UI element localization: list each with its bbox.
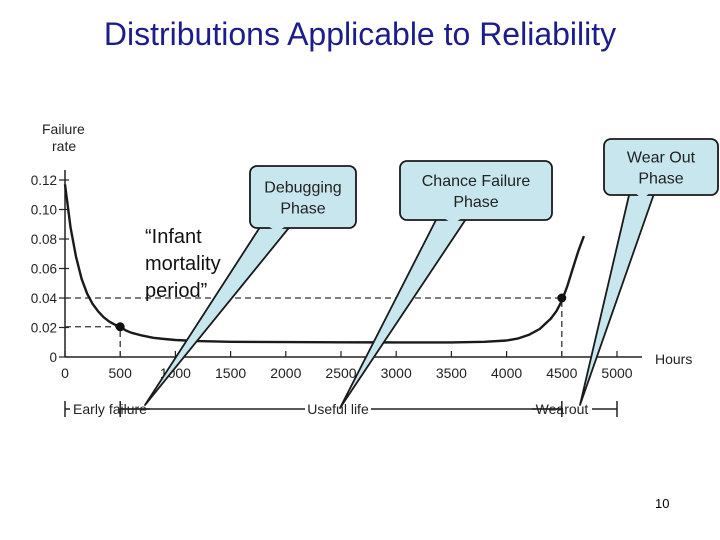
infant-mortality-annotation: mortality bbox=[145, 253, 221, 275]
x-tick-label: 0 bbox=[61, 365, 69, 381]
callout-text: Phase bbox=[453, 194, 498, 211]
callout-seam bbox=[439, 215, 467, 224]
callout-seam bbox=[631, 190, 654, 199]
x-tick-label: 500 bbox=[109, 365, 133, 381]
page-number: 10 bbox=[655, 496, 670, 511]
phase-label: Early failure bbox=[73, 401, 147, 417]
y-tick-label: 0.06 bbox=[31, 262, 57, 277]
y-tick-label: 0.08 bbox=[31, 232, 57, 247]
callout-text: Chance Failure bbox=[422, 173, 531, 190]
y-axis-label-line: Failure bbox=[42, 121, 85, 137]
y-tick-label: 0.02 bbox=[31, 321, 57, 336]
data-point-marker bbox=[115, 322, 125, 332]
phase-label: Wearout bbox=[536, 401, 589, 417]
x-tick-label: 3000 bbox=[381, 365, 412, 381]
callout-seam bbox=[263, 223, 291, 232]
callout-box bbox=[603, 138, 719, 196]
y-tick-label: 0.04 bbox=[31, 291, 58, 306]
infant-mortality-annotation: period” bbox=[145, 280, 207, 302]
phase-label: Useful life bbox=[307, 401, 369, 417]
callout-box bbox=[249, 165, 357, 229]
data-point-marker bbox=[557, 293, 567, 303]
y-tick-label: 0.12 bbox=[31, 173, 57, 188]
callout-text: Wear Out bbox=[627, 150, 696, 167]
x-tick-label: 2500 bbox=[325, 365, 356, 381]
x-tick-label: 5000 bbox=[601, 365, 632, 381]
y-tick-label: 0.10 bbox=[31, 203, 57, 218]
x-axis-label: Hours bbox=[655, 351, 692, 367]
callout-box bbox=[399, 160, 553, 221]
x-tick-label: 1500 bbox=[215, 365, 246, 381]
x-tick-label: 2000 bbox=[270, 365, 301, 381]
infant-mortality-annotation: “Infant bbox=[145, 226, 202, 248]
y-axis-label-line: rate bbox=[52, 138, 76, 154]
slide-title: Distributions Applicable to Reliability bbox=[103, 16, 617, 52]
callout-text: Debugging bbox=[264, 180, 341, 197]
x-tick-label: 3500 bbox=[436, 365, 467, 381]
x-tick-label: 4500 bbox=[546, 365, 577, 381]
callout-text: Phase bbox=[638, 171, 683, 188]
callout-text: Phase bbox=[280, 201, 325, 218]
x-tick-label: 4000 bbox=[491, 365, 522, 381]
y-tick-label: 0 bbox=[49, 350, 57, 365]
